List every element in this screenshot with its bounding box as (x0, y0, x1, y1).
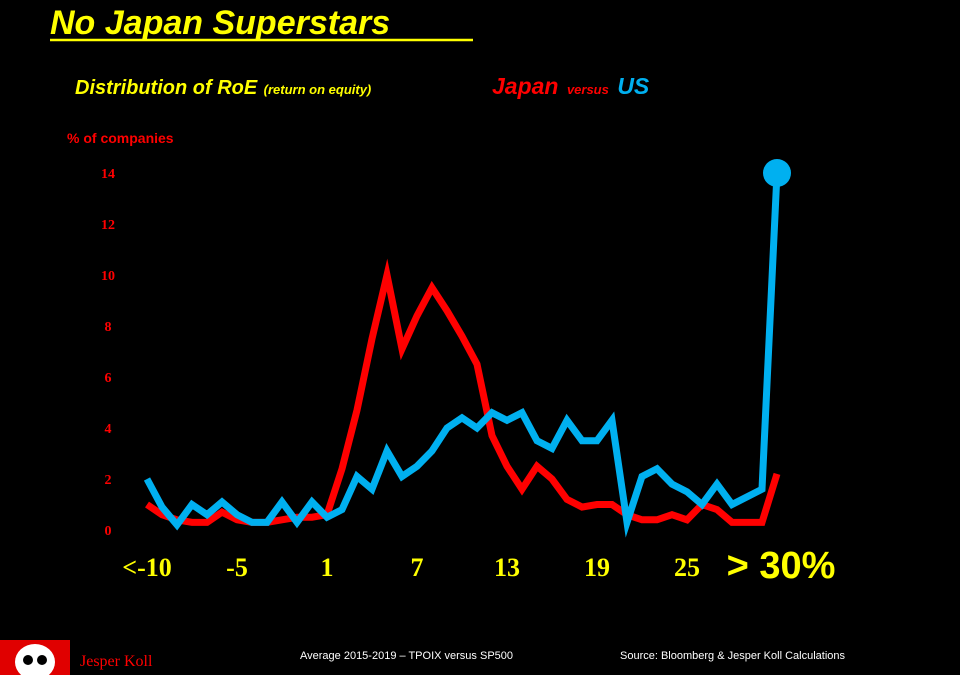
x-tick-label: 7 (411, 553, 424, 582)
x-tick-label: -5 (226, 553, 248, 582)
subtitle-main: Distribution of RoE (75, 77, 258, 99)
subtitle-note: (return on equity) (264, 82, 372, 97)
logo-eye (37, 655, 47, 665)
legend-separator: versus (567, 82, 609, 97)
logo (0, 640, 70, 675)
footer-source: Source: Bloomberg & Jesper Koll Calculat… (620, 650, 846, 662)
x-tick-label: <-10 (122, 553, 171, 582)
y-tick-label: 6 (105, 371, 112, 386)
legend: Japan versus US (492, 73, 650, 99)
x-tick-label: 1 (321, 553, 334, 582)
chart-title: No Japan Superstars (50, 4, 390, 42)
end-marker (763, 159, 791, 187)
y-axis-label: % of companies (67, 130, 174, 146)
logo-eye (23, 655, 33, 665)
legend-entry: Japan (492, 73, 558, 99)
subtitle: Distribution of RoE (return on equity) (75, 77, 371, 99)
logo-face (15, 644, 55, 675)
x-tick-label: 13 (494, 553, 520, 582)
y-tick-label: 4 (105, 422, 112, 437)
y-tick-label: 0 (105, 524, 112, 539)
x-tick-label: 25 (674, 553, 700, 582)
y-tick-label: 2 (105, 473, 112, 488)
footer-note: Average 2015-2019 – TPOIX versus SP500 (300, 650, 513, 662)
y-tick-label: 10 (101, 269, 115, 284)
series-line (143, 172, 781, 538)
footer-author: Jesper Koll (80, 653, 153, 670)
y-tick-label: 14 (101, 167, 115, 182)
legend-entry: US (617, 73, 650, 99)
x-tick-label: > 30% (727, 545, 836, 587)
y-tick-label: 8 (105, 320, 112, 335)
x-tick-label: 19 (584, 553, 610, 582)
y-tick-label: 12 (101, 218, 115, 233)
